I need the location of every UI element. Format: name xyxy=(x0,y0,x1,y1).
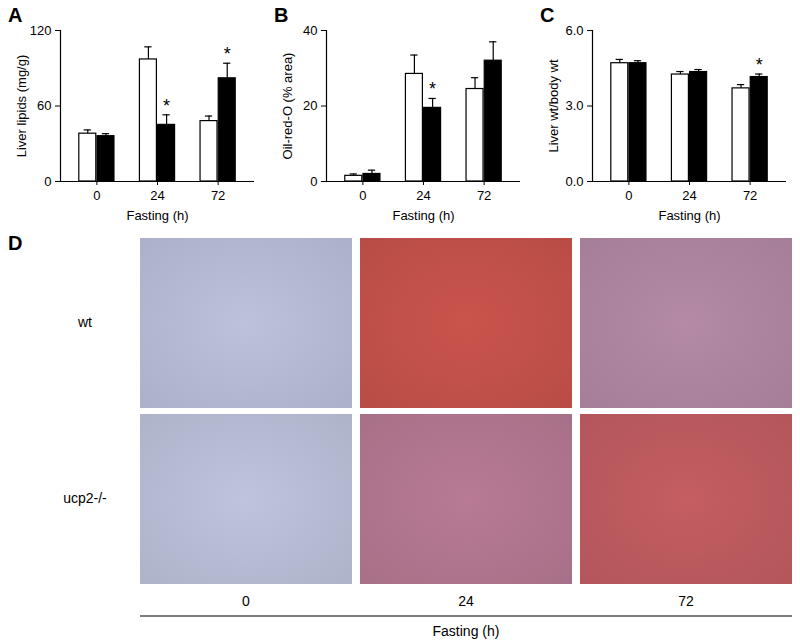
html-text:C: C xyxy=(540,4,555,26)
svg-text:0: 0 xyxy=(93,188,100,203)
svg-text:24: 24 xyxy=(682,188,696,203)
svg-text:*: * xyxy=(224,44,231,64)
svg-text:120: 120 xyxy=(30,23,52,38)
svg-text:Liver wt/body wt: Liver wt/body wt xyxy=(546,59,561,153)
svg-text:*: * xyxy=(429,79,436,99)
svg-text:72: 72 xyxy=(678,593,694,609)
svg-text:0: 0 xyxy=(44,174,51,189)
svg-text:24: 24 xyxy=(150,188,164,203)
svg-text:24: 24 xyxy=(458,593,474,609)
svg-text:Fasting (h): Fasting (h) xyxy=(392,208,454,223)
svg-text:ucp2-/-: ucp2-/- xyxy=(63,490,107,506)
svg-text:20: 20 xyxy=(303,98,317,113)
svg-text:Fasting (h): Fasting (h) xyxy=(126,208,188,223)
svg-text:40: 40 xyxy=(303,23,317,38)
svg-text:*: * xyxy=(163,96,170,116)
svg-text:60: 60 xyxy=(37,98,51,113)
html-text:A: A xyxy=(8,4,23,26)
svg-text:24: 24 xyxy=(416,188,430,203)
svg-text:0: 0 xyxy=(310,174,317,189)
svg-text:3.0: 3.0 xyxy=(565,98,583,113)
svg-text:6.0: 6.0 xyxy=(565,23,583,38)
svg-text:0: 0 xyxy=(359,188,366,203)
svg-text:0.0: 0.0 xyxy=(565,174,583,189)
svg-text:72: 72 xyxy=(743,188,757,203)
html-text:B: B xyxy=(274,4,289,26)
svg-text:Fasting (h): Fasting (h) xyxy=(433,623,500,639)
svg-text:0: 0 xyxy=(242,593,250,609)
html-text:D: D xyxy=(8,232,23,254)
svg-text:*: * xyxy=(756,55,763,75)
svg-text:Liver lipids (mg/g): Liver lipids (mg/g) xyxy=(14,55,29,158)
svg-text:Fasting (h): Fasting (h) xyxy=(658,208,720,223)
svg-text:wt: wt xyxy=(77,314,92,330)
svg-text:0: 0 xyxy=(625,188,632,203)
svg-text:72: 72 xyxy=(477,188,491,203)
svg-text:72: 72 xyxy=(211,188,225,203)
svg-text:Oil-red-O (% area): Oil-red-O (% area) xyxy=(280,53,295,160)
